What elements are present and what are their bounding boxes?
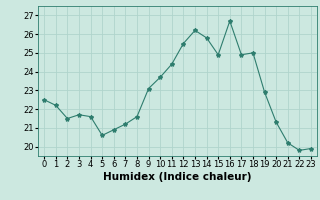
X-axis label: Humidex (Indice chaleur): Humidex (Indice chaleur): [103, 172, 252, 182]
